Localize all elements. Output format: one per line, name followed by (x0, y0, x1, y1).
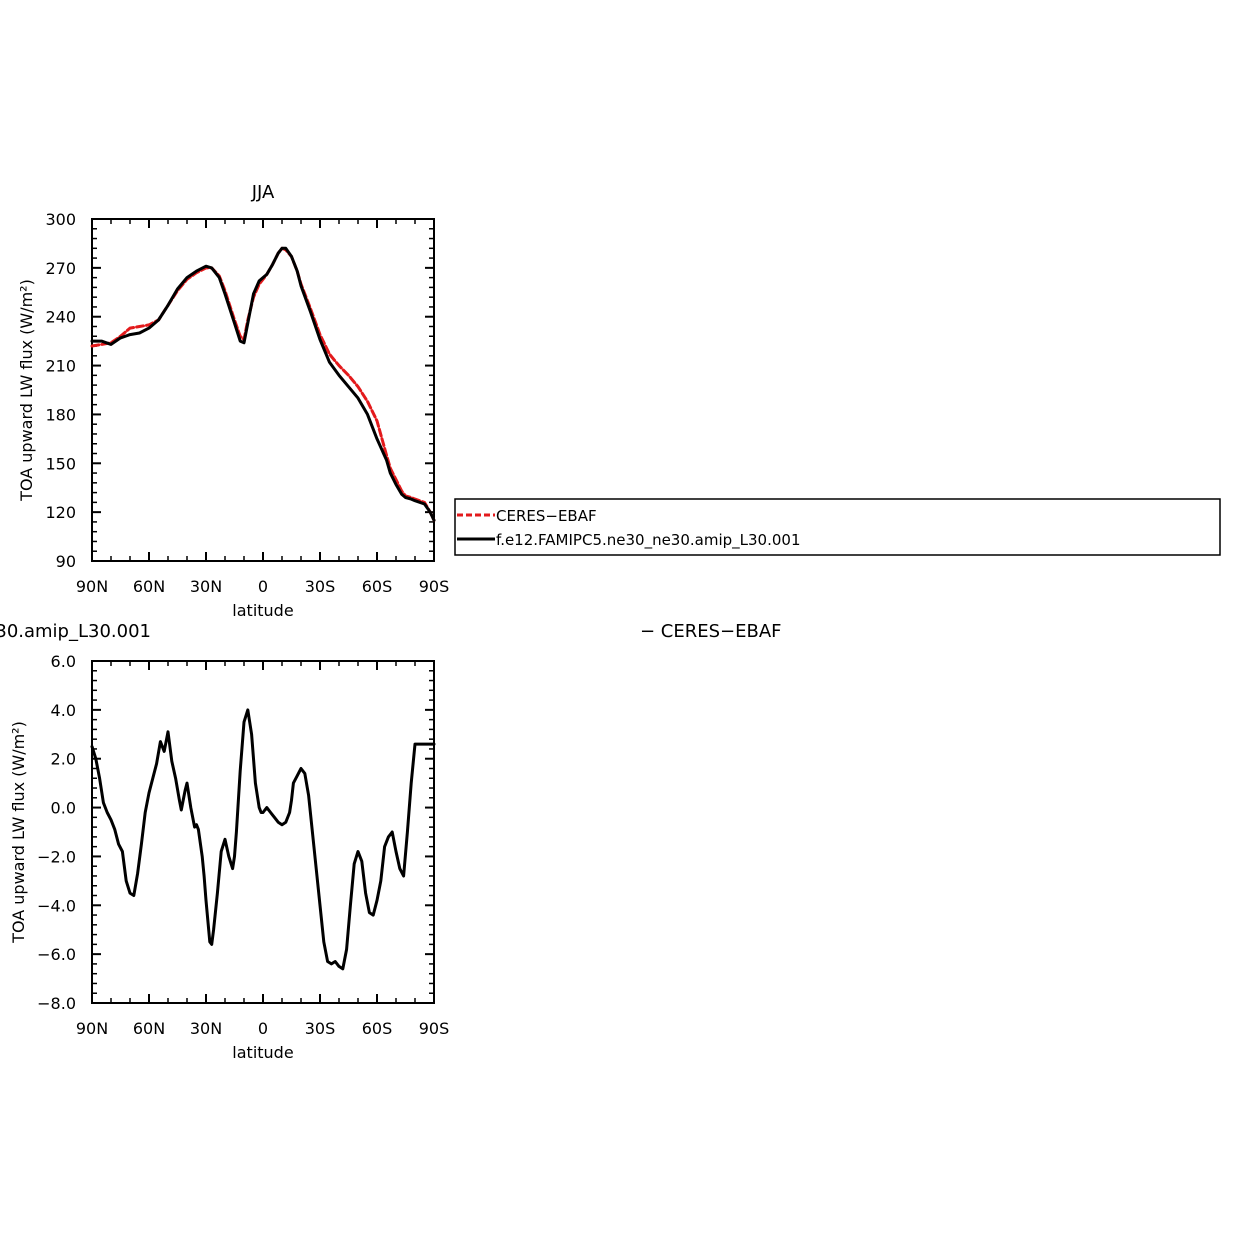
top-plot-xtick-label: 30N (190, 577, 222, 596)
bottom-plot-ytick-label: −2.0 (37, 847, 76, 866)
bottom-plot-xtick-label: 90N (76, 1019, 108, 1038)
top-plot-ytick-label: 120 (45, 503, 76, 522)
legend-label-model: f.e12.FAMIPC5.ne30_ne30.amip_L30.001 (496, 531, 801, 550)
top-plot: JJA 90N 60N 30N 0 30S 60S 90S 90 120 150 180 210 240… (17, 182, 449, 620)
top-plot-xtick-label: 0 (258, 577, 268, 596)
top-plot-ylabel: TOA upward LW flux (W/m²) (17, 279, 36, 502)
bottom-plot-ylabel: TOA upward LW flux (W/m²) (9, 721, 28, 944)
top-plot-ytick-label: 210 (45, 357, 76, 376)
bottom-plot-title-right: − CERES−EBAF (640, 621, 782, 642)
bottom-plot-xtick-label: 60N (133, 1019, 165, 1038)
top-plot-ytick-label: 90 (56, 552, 76, 571)
bottom-plot-xtick-label: 90S (419, 1019, 450, 1038)
bottom-plot-title-left: f.e12.FAMIPC5.ne30_ne30.amip_L30.001 (0, 621, 151, 642)
top-plot-xtick-label: 90N (76, 577, 108, 596)
top-plot-xtick-label: 60S (362, 577, 393, 596)
top-plot-ytick-label: 240 (45, 308, 76, 327)
bottom-plot-ytick-label: −8.0 (37, 994, 76, 1013)
top-plot-ytick-label: 150 (45, 454, 76, 473)
bottom-plot-ticks: 90N 60N 30N 0 30S 60S 90S −8.0 −6.0 −4.0 −2.0 0.0 2.… (37, 652, 449, 1038)
bottom-plot-xtick-label: 0 (258, 1019, 268, 1038)
top-plot-ytick-label: 300 (45, 210, 76, 229)
bottom-plot-series (90, 708, 436, 971)
top-plot-series (90, 246, 436, 522)
top-plot-xlabel: latitude (232, 601, 293, 620)
bottom-plot-ytick-label: 2.0 (51, 750, 76, 769)
bottom-plot-ytick-label: 0.0 (51, 799, 76, 818)
top-plot-xtick-label: 90S (419, 577, 450, 596)
top-plot-ticks: 90N 60N 30N 0 30S 60S 90S 90 120 150 180 210 240 270 3… (45, 210, 449, 596)
bottom-plot-xtick-label: 30S (305, 1019, 336, 1038)
legend-box (454, 498, 1221, 556)
top-plot-ytick-label: 180 (45, 405, 76, 424)
top-plot-frame (91, 218, 435, 562)
bottom-plot-xtick-label: 30N (190, 1019, 222, 1038)
legend-label-ceres: CERES−EBAF (496, 507, 597, 525)
bottom-plot-ytick-label: 4.0 (51, 701, 76, 720)
top-plot-ytick-label: 270 (45, 259, 76, 278)
top-plot-xtick-label: 30S (305, 577, 336, 596)
top-plot-xtick-label: 60N (133, 577, 165, 596)
bottom-plot-ytick-label: −6.0 (37, 945, 76, 964)
top-plot-series-line-1 (90, 246, 436, 522)
bottom-plot-xtick-label: 60S (362, 1019, 393, 1038)
bottom-plot-series-line-0 (90, 708, 436, 971)
top-plot-title: JJA (251, 182, 275, 203)
bottom-plot-ytick-label: −4.0 (37, 896, 76, 915)
legend: CERES−EBAF f.e12.FAMIPC5.ne30_ne30.amip_… (454, 498, 1221, 556)
top-plot-series-line-0 (90, 246, 436, 522)
bottom-plot-xlabel: latitude (232, 1043, 293, 1062)
bottom-plot-ytick-label: 6.0 (51, 652, 76, 671)
bottom-plot: f.e12.FAMIPC5.ne30_ne30.amip_L30.001 − C… (0, 621, 782, 1062)
